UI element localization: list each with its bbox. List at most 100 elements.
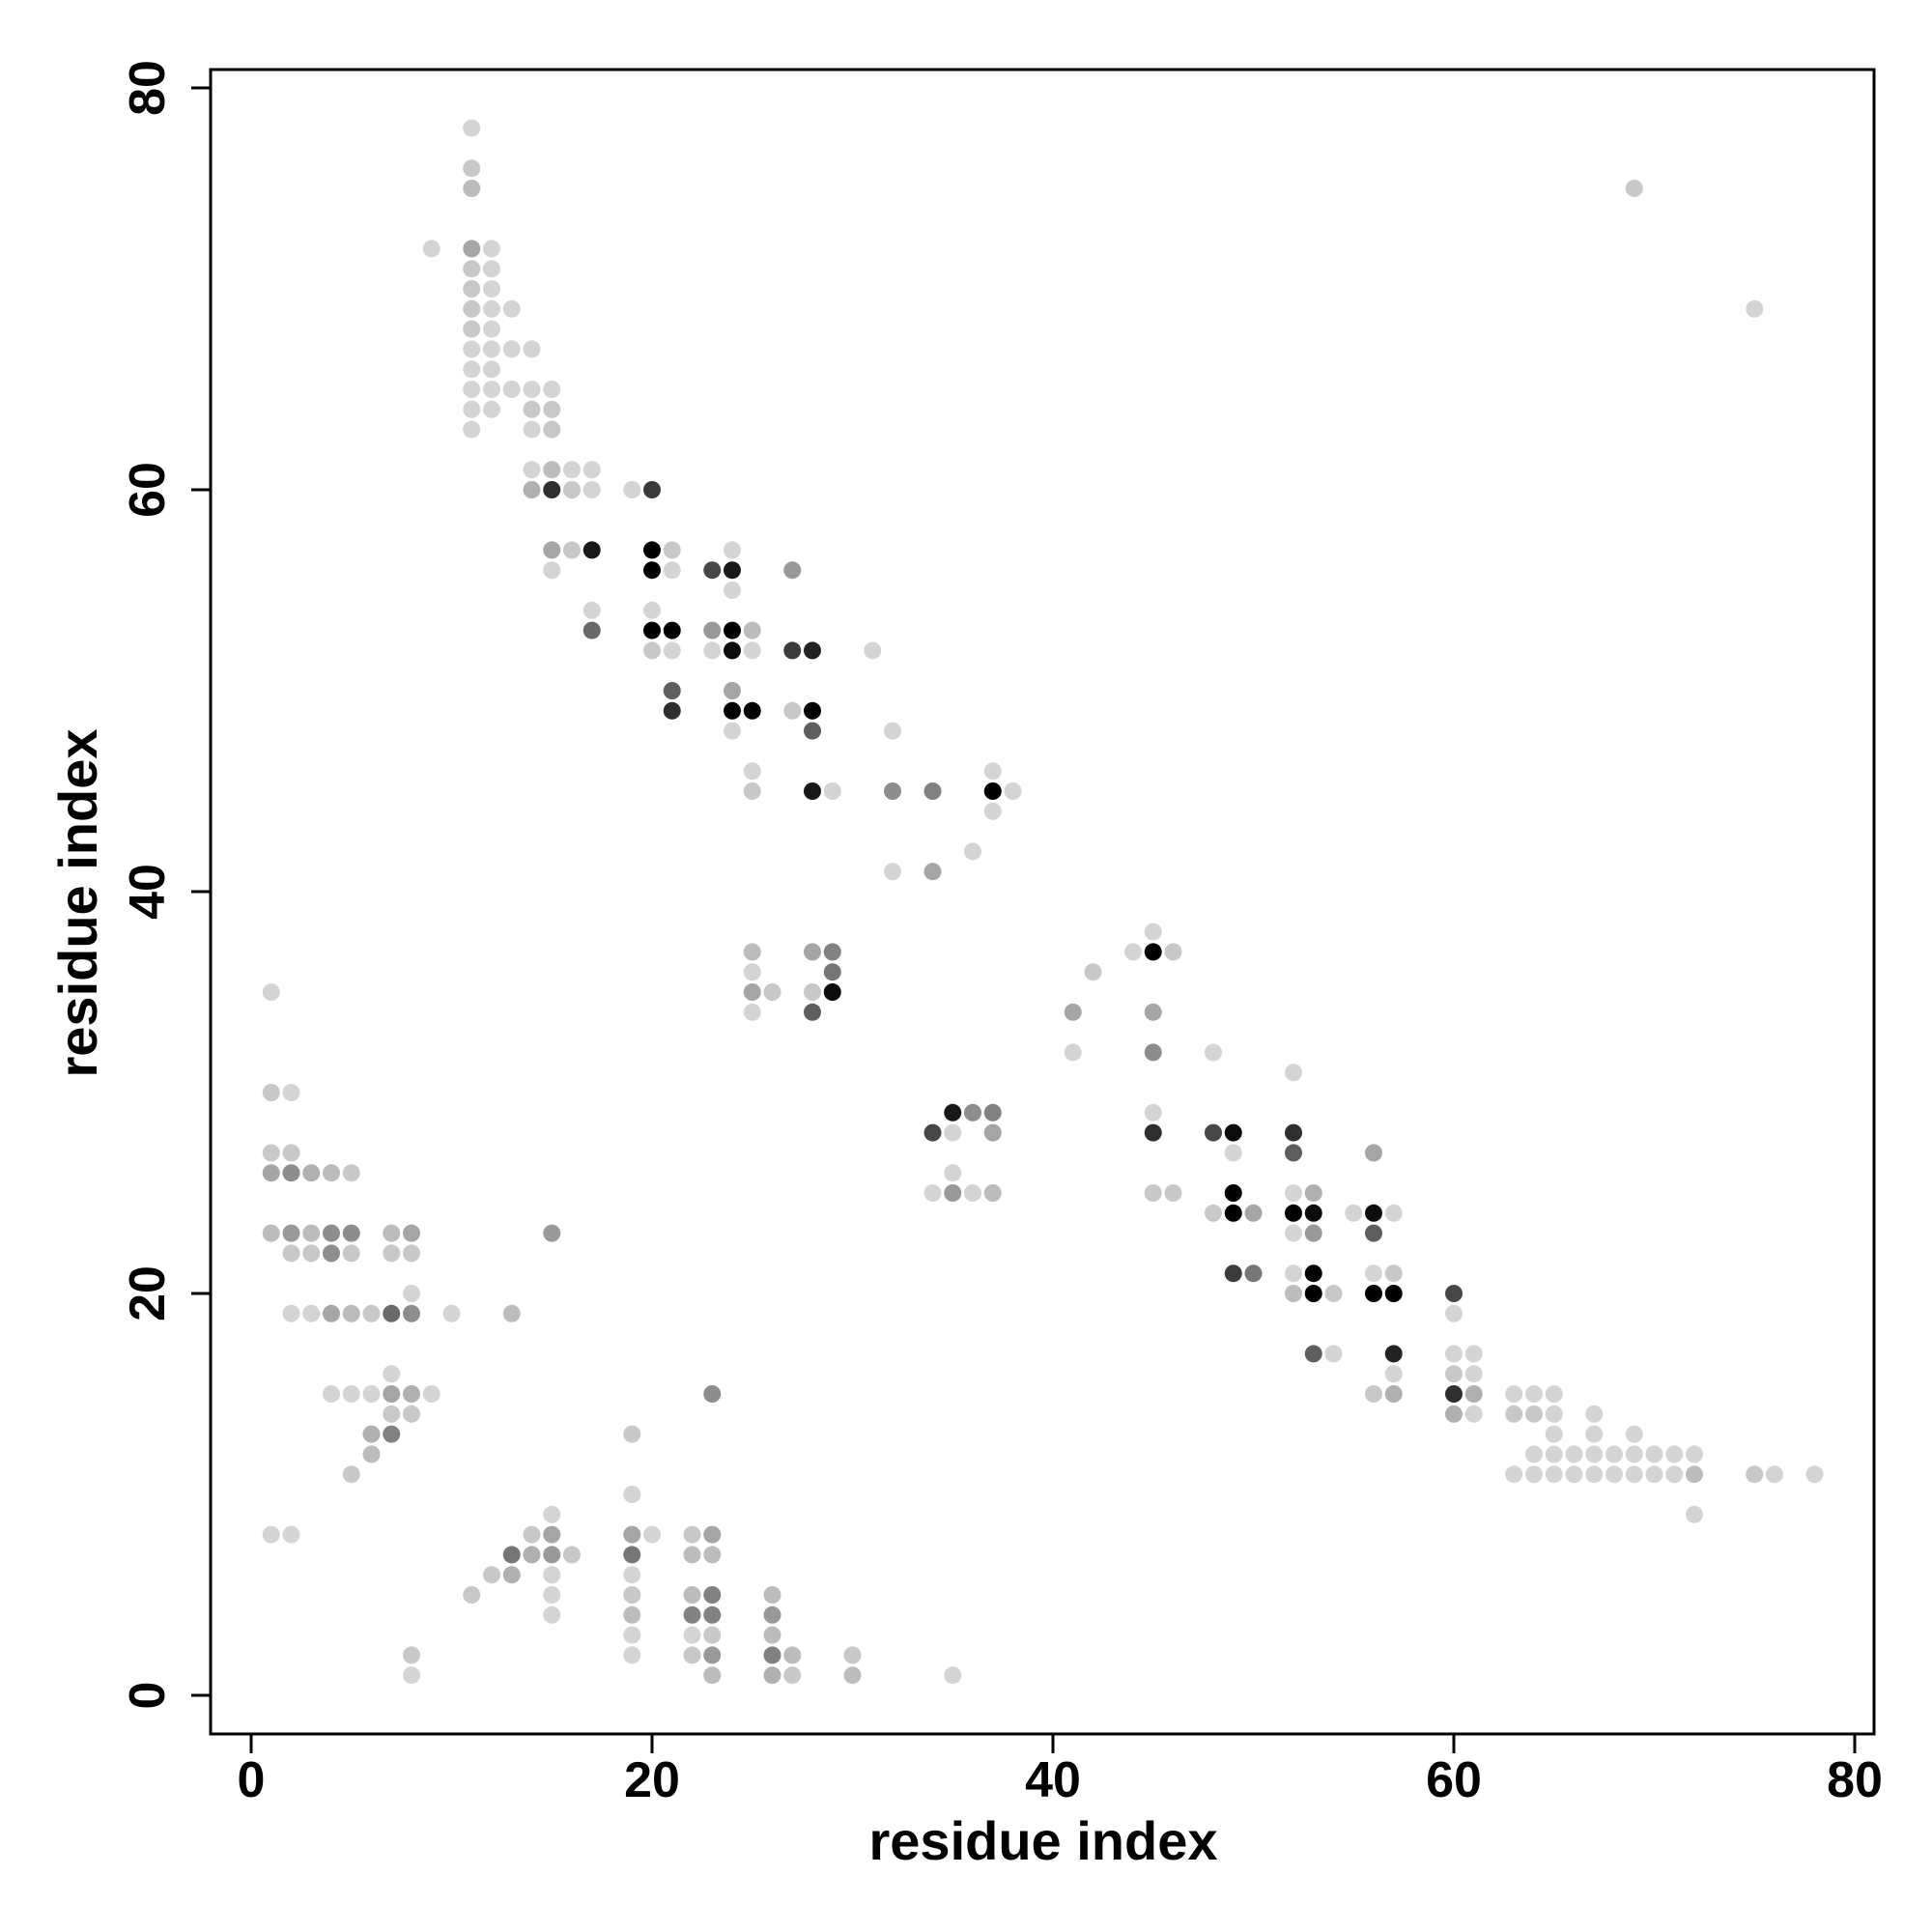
contact-point xyxy=(282,1084,300,1101)
contact-point xyxy=(1464,1365,1483,1383)
contact-point xyxy=(1625,1465,1643,1484)
contact-point xyxy=(944,1184,962,1202)
contact-point xyxy=(282,1304,300,1322)
contact-point xyxy=(403,1285,420,1302)
contact-point xyxy=(523,340,541,358)
contact-point xyxy=(1285,1264,1302,1283)
contact-point xyxy=(1244,1264,1263,1283)
contact-point xyxy=(543,461,561,479)
contact-point xyxy=(1605,1465,1623,1484)
contact-point xyxy=(483,340,500,358)
contact-point xyxy=(1545,1425,1563,1443)
contact-point xyxy=(1384,1264,1403,1283)
contact-point xyxy=(582,461,601,479)
contact-point xyxy=(1144,1103,1162,1122)
contact-point xyxy=(724,582,741,599)
contact-point xyxy=(623,1646,641,1664)
contact-point xyxy=(362,1304,381,1322)
contact-point xyxy=(422,1385,440,1403)
contact-point xyxy=(683,1586,701,1604)
contact-point xyxy=(983,1103,1002,1122)
contact-point xyxy=(342,1465,360,1484)
contact-point xyxy=(1686,1445,1703,1463)
contact-point xyxy=(623,1566,641,1584)
contact-point xyxy=(463,299,481,318)
contact-point xyxy=(643,621,661,639)
contact-point xyxy=(543,400,561,418)
contact-point xyxy=(582,541,601,559)
data-points xyxy=(262,119,1824,1685)
plot-frame xyxy=(209,68,1876,1736)
contact-point xyxy=(623,1626,641,1644)
contact-point xyxy=(823,782,841,800)
contact-point xyxy=(383,1244,401,1263)
contact-point xyxy=(383,1365,401,1383)
contact-point xyxy=(1365,1224,1382,1242)
contact-point xyxy=(582,601,601,619)
contact-point xyxy=(1144,1184,1162,1202)
contact-point xyxy=(463,240,481,258)
contact-point xyxy=(1464,1405,1483,1423)
contact-point xyxy=(1244,1204,1263,1222)
contact-point xyxy=(1746,299,1764,318)
contact-point xyxy=(342,1224,360,1242)
contact-point xyxy=(463,360,481,379)
contact-point xyxy=(403,1304,420,1322)
contact-point xyxy=(523,400,541,418)
contact-point xyxy=(383,1304,401,1322)
contact-point xyxy=(463,119,481,137)
contact-point xyxy=(483,320,500,338)
y-tick-label: 40 xyxy=(120,864,176,920)
contact-point xyxy=(1345,1204,1363,1222)
contact-point xyxy=(1285,1184,1302,1202)
y-tick-label: 80 xyxy=(120,60,176,116)
contact-point xyxy=(703,1666,722,1685)
contact-point xyxy=(783,641,802,660)
contact-point xyxy=(383,1385,401,1403)
contact-point xyxy=(1625,180,1643,197)
contact-point xyxy=(683,1605,701,1624)
contact-point xyxy=(983,762,1002,781)
contact-point xyxy=(483,260,500,278)
contact-point xyxy=(1645,1445,1663,1463)
x-axis: 0 20 40 60 80 xyxy=(238,1732,1883,1808)
contact-point xyxy=(1365,1385,1382,1403)
contact-point xyxy=(724,722,741,740)
contact-point xyxy=(1605,1445,1623,1463)
contact-point xyxy=(463,381,481,398)
contact-point xyxy=(302,1304,321,1322)
contact-point xyxy=(1304,1224,1322,1242)
contact-point xyxy=(1004,782,1022,800)
contact-point xyxy=(463,280,481,298)
contact-point xyxy=(262,1084,280,1101)
contact-point xyxy=(1525,1405,1543,1423)
contact-point xyxy=(483,1566,500,1584)
contact-point xyxy=(1445,1285,1463,1302)
contact-point xyxy=(1545,1385,1563,1403)
contact-point xyxy=(502,299,521,318)
contact-point xyxy=(1766,1465,1783,1484)
contact-point xyxy=(1365,1144,1382,1162)
contact-point xyxy=(383,1224,401,1242)
contact-point xyxy=(703,1626,722,1644)
contact-point xyxy=(944,1103,962,1122)
contact-point xyxy=(262,1164,280,1182)
contact-point xyxy=(783,1646,802,1664)
contact-point xyxy=(663,701,681,720)
contact-point xyxy=(743,621,761,639)
contact-point xyxy=(323,1164,340,1182)
contact-point xyxy=(483,381,500,398)
contact-point xyxy=(282,1144,300,1162)
contact-point xyxy=(743,701,761,720)
contact-point xyxy=(1304,1345,1322,1363)
contact-point xyxy=(502,340,521,358)
contact-point xyxy=(403,1666,420,1685)
contact-point xyxy=(1124,943,1142,961)
contact-point xyxy=(1064,1003,1082,1021)
contact-point xyxy=(422,240,440,258)
contact-point xyxy=(623,481,641,498)
contact-point xyxy=(763,1586,781,1604)
contact-point xyxy=(262,1525,280,1544)
contact-point xyxy=(724,621,741,639)
contact-point xyxy=(763,983,781,1001)
